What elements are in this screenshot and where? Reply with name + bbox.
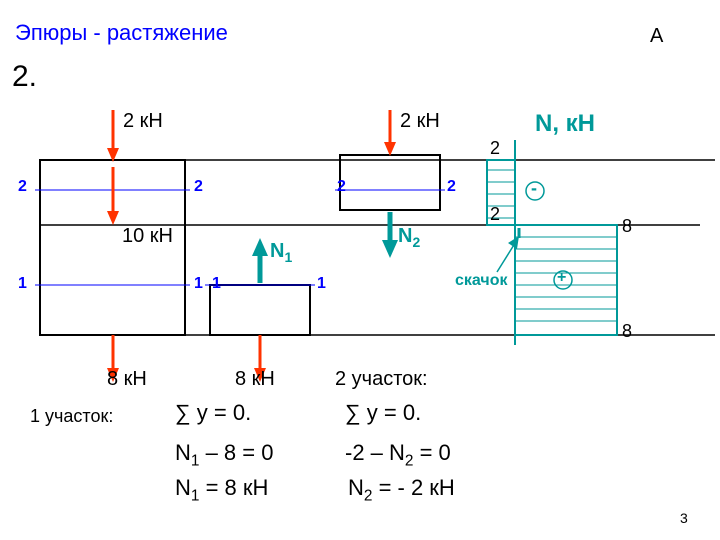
bar1-sec2-left: 2 — [18, 178, 27, 196]
bar1-force-top-label: 2 кН — [123, 110, 163, 133]
eq1a-post: – 8 = 0 — [199, 440, 273, 465]
sec2-eq2: N2 = - 2 кН — [348, 475, 455, 505]
n-diagram-minus: - — [531, 178, 537, 199]
fbd2-N-sub: 2 — [412, 234, 420, 250]
n-diagram-top-val: 2 — [490, 138, 500, 159]
eq1b-post: = 8 кН — [199, 475, 268, 500]
sec1-title: 1 участок: — [30, 406, 113, 427]
fbd1-N-sub: 1 — [284, 249, 292, 265]
fbd2-sec-left: 2 — [337, 178, 346, 196]
sec2-eq1: -2 – N2 = 0 — [345, 440, 451, 470]
eq2b-pre: N — [348, 475, 364, 500]
fbd1-sec-right: 1 — [317, 275, 326, 293]
sec1-sum: ∑ y = 0. — [175, 400, 251, 426]
bar1-sec1-left: 1 — [18, 275, 27, 293]
eq2a-post: = 0 — [413, 440, 450, 465]
fbd1-N-letter: N — [270, 240, 284, 262]
eq1b-pre: N — [175, 475, 191, 500]
bar1-force-bot-label: 8 кН — [107, 368, 147, 391]
sec1-eq2: N1 = 8 кН — [175, 475, 268, 505]
fbd2-sec-right: 2 — [447, 178, 456, 196]
fbd1-sec-left: 1 — [212, 275, 221, 293]
n-diagram-plus: + — [557, 269, 566, 287]
fbd2-force-top-label: 2 кН — [400, 110, 440, 133]
fbd2-N-label: N2 — [398, 225, 420, 250]
fbd2-N-letter: N — [398, 225, 412, 247]
sec2-title: 2 участок: — [335, 368, 428, 391]
bar1-force-mid-label: 10 кН — [122, 225, 173, 248]
bar1-sec1-right: 1 — [194, 275, 203, 293]
n-diagram-mid-right-val: 8 — [622, 216, 632, 237]
sec1-eq1: N1 – 8 = 0 — [175, 440, 273, 470]
fbd1-force-bot-label: 8 кН — [235, 368, 275, 391]
n-diagram-mid-left-val: 2 — [490, 204, 500, 225]
fbd1-N-label: N1 — [270, 240, 292, 265]
n-diagram-bot-right-val: 8 — [622, 321, 632, 342]
sec2-sum: ∑ y = 0. — [345, 400, 421, 426]
eq2a-pre: -2 – N — [345, 440, 405, 465]
eq2b-post: = - 2 кН — [372, 475, 454, 500]
eq1a-pre: N — [175, 440, 191, 465]
bar1-sec2-right: 2 — [194, 178, 203, 196]
n-diagram-jump-label: скачок — [455, 272, 507, 290]
n-diagram-title: N, кН — [535, 110, 595, 138]
